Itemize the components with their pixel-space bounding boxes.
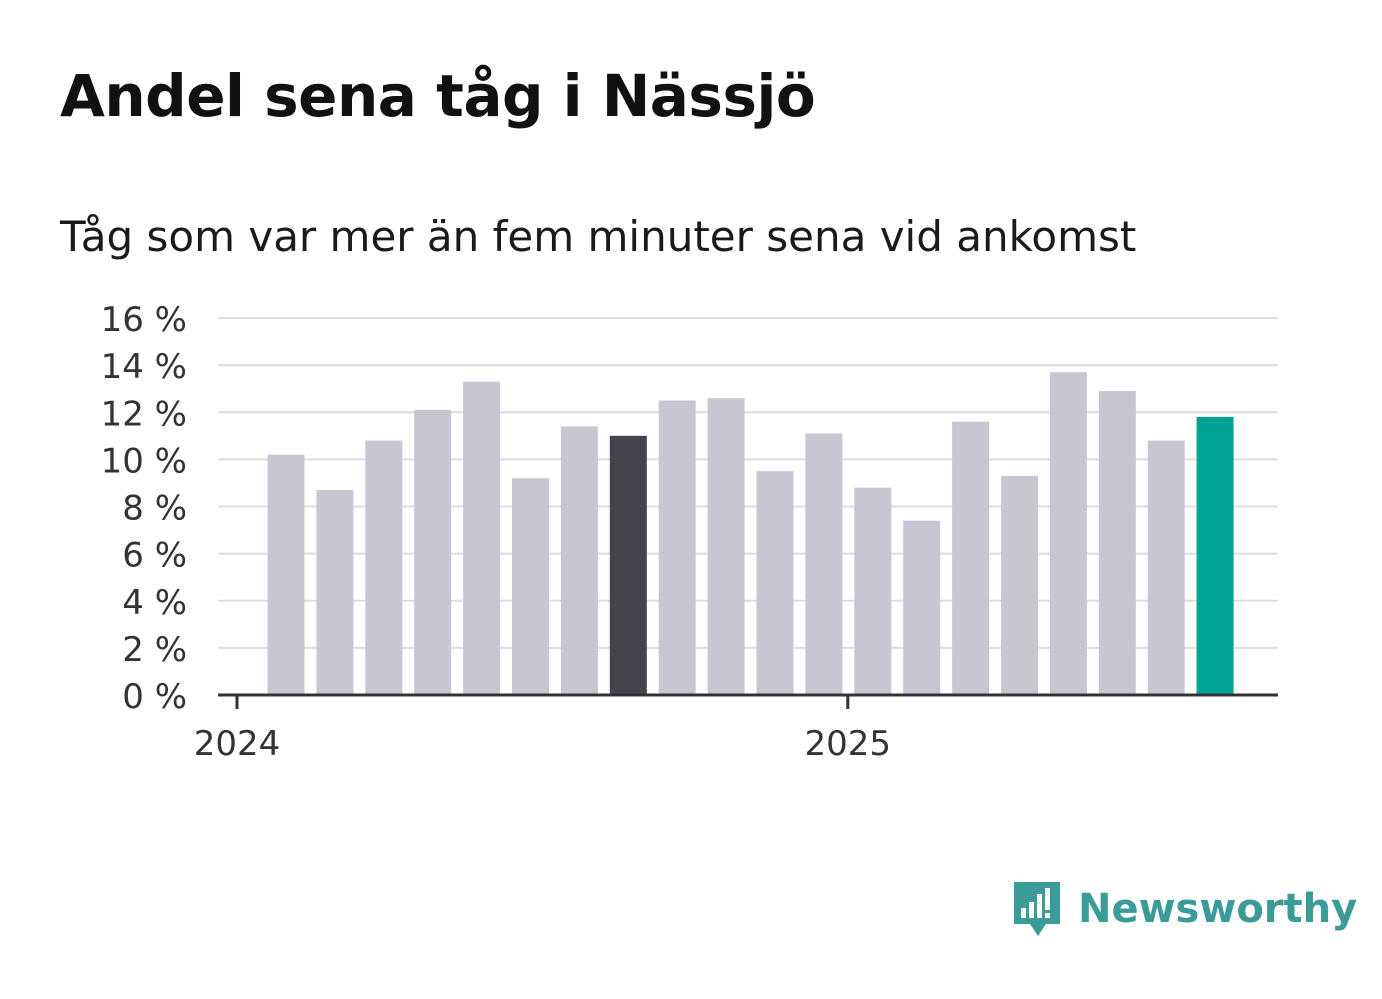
chart-subtitle: Tåg som var mer än fem minuter sena vid … <box>60 212 1137 261</box>
bar-2024-05 <box>463 381 501 695</box>
bar-2025-03 <box>952 421 990 695</box>
bar-2025-02 <box>903 520 941 695</box>
x-tick-label: 2025 <box>805 724 892 764</box>
bar-2024-08 <box>609 435 647 695</box>
bar-2024-01 <box>267 454 305 695</box>
bars <box>267 372 1234 695</box>
y-axis-tick-labels: 0 % 2 % 4 % 6 % 8 % 10 % 12 % 14 % 16 % <box>101 300 187 717</box>
bar-2024-09 <box>658 400 696 695</box>
bar-2024-07 <box>560 426 598 695</box>
bar-2024-04 <box>414 409 452 695</box>
y-tick-label: 14 % <box>101 347 187 387</box>
y-tick-label: 16 % <box>101 300 187 340</box>
bar-2025-05 <box>1049 372 1087 695</box>
brand-name: Newsworthy <box>1078 886 1358 932</box>
bar-2024-10 <box>707 398 745 695</box>
y-tick-label: 8 % <box>122 489 187 529</box>
x-axis: 2024 2025 <box>194 693 1278 764</box>
y-tick-label: 2 % <box>122 630 187 670</box>
y-tick-label: 4 % <box>122 583 187 623</box>
y-tick-label: 10 % <box>101 441 187 481</box>
bar-2024-06 <box>512 478 549 695</box>
y-tick-label: 0 % <box>122 677 187 717</box>
y-tick-label: 6 % <box>122 536 187 576</box>
newsworthy-logo-icon <box>1014 882 1060 936</box>
brand-logo[interactable]: Newsworthy <box>1010 878 1357 940</box>
bar-2024-11 <box>756 471 794 695</box>
y-tick-label: 12 % <box>101 394 187 434</box>
bar-2025-06 <box>1098 391 1136 695</box>
bar-2024-03 <box>365 440 403 695</box>
bar-2025-07 <box>1147 440 1185 695</box>
bar-2024-02 <box>316 490 354 695</box>
chart-title: Andel sena tåg i Nässjö <box>60 62 816 130</box>
bar-2025-04 <box>1001 475 1038 695</box>
bar-2024-12 <box>805 433 843 695</box>
bar-2025-01 <box>854 487 892 695</box>
bar-2025-08 <box>1196 416 1234 695</box>
x-tick-label: 2024 <box>194 724 281 764</box>
